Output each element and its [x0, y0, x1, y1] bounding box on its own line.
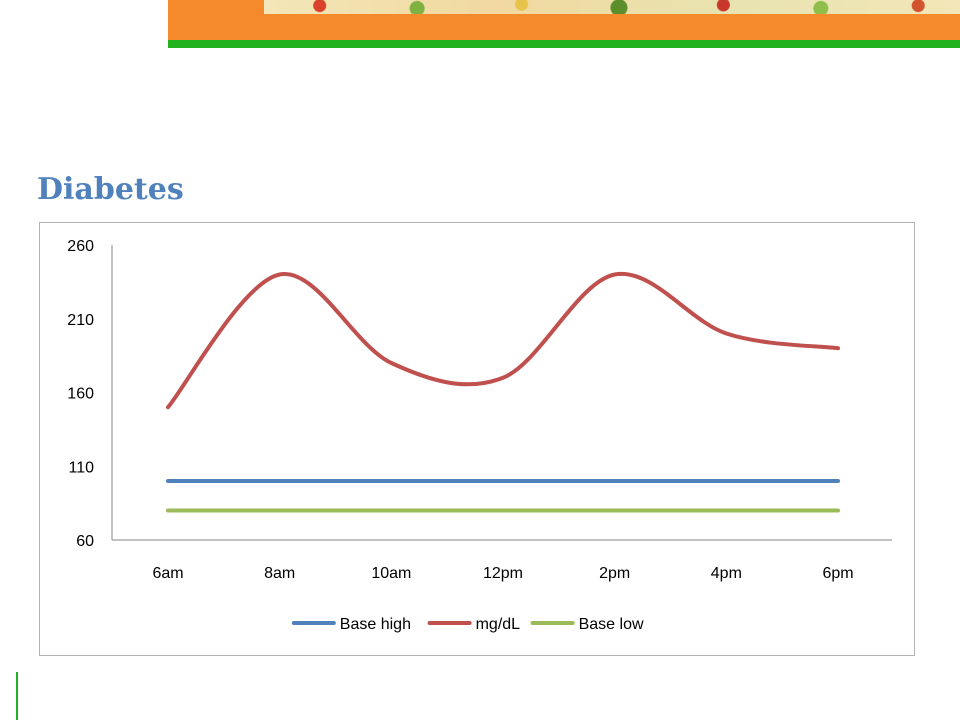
slide-title: Diabetes: [37, 172, 184, 207]
y-tick-label: 110: [68, 459, 94, 476]
header-banner-photo: [264, 0, 960, 14]
y-tick-label: 160: [67, 386, 94, 403]
x-tick-label: 4pm: [711, 565, 742, 582]
x-axis-tick-labels: 6am 8am 10am 12pm 2pm 4pm 6pm: [152, 565, 853, 582]
chart-container: 60 110 160 210 260 6am 8am 10am 12pm 2pm 4pm 6pm B…: [39, 222, 915, 656]
y-tick-label: 210: [67, 312, 94, 329]
x-tick-label: 6am: [152, 565, 183, 582]
side-accent-line: [16, 672, 18, 720]
y-tick-label: 60: [76, 533, 94, 550]
series-line-mg-dl: [166, 271, 840, 410]
y-axis-tick-labels: 60 110 160 210 260: [67, 238, 94, 550]
chart-axes: [111, 245, 892, 541]
x-tick-label: 6pm: [822, 565, 853, 582]
y-tick-label: 260: [67, 238, 94, 255]
chart-legend: Base high mg/dL Base low: [291, 616, 644, 633]
header-banner-green-rule: [168, 40, 960, 48]
x-tick-label: 12pm: [483, 565, 523, 582]
legend-label-base-low: Base low: [579, 616, 644, 633]
legend-label-mg-dl: mg/dL: [476, 616, 521, 633]
x-tick-label: 10am: [371, 565, 411, 582]
x-tick-label: 2pm: [599, 565, 630, 582]
line-chart: 60 110 160 210 260 6am 8am 10am 12pm 2pm 4pm 6pm B…: [67, 238, 892, 633]
chart-series: [166, 271, 840, 513]
legend-label-base-high: Base high: [340, 616, 411, 633]
x-tick-label: 8am: [264, 565, 295, 582]
